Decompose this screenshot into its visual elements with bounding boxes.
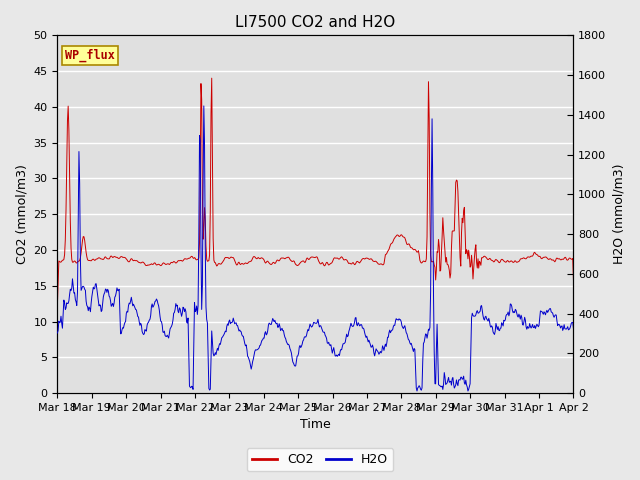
Y-axis label: CO2 (mmol/m3): CO2 (mmol/m3) xyxy=(15,164,28,264)
Text: WP_flux: WP_flux xyxy=(65,48,115,62)
Title: LI7500 CO2 and H2O: LI7500 CO2 and H2O xyxy=(236,15,396,30)
Legend: CO2, H2O: CO2, H2O xyxy=(247,448,393,471)
Y-axis label: H2O (mmol/m3): H2O (mmol/m3) xyxy=(612,164,625,264)
X-axis label: Time: Time xyxy=(300,419,331,432)
